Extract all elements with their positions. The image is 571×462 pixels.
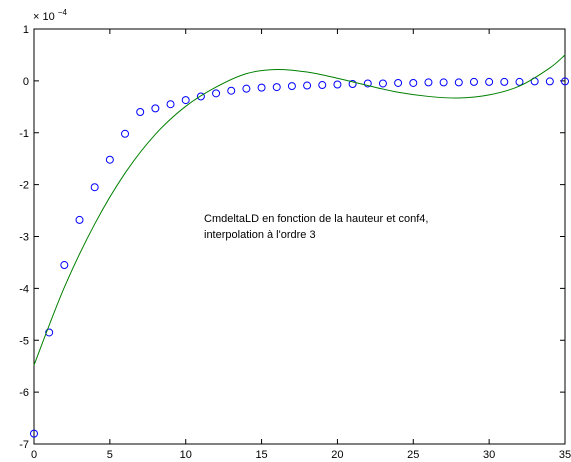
data-point xyxy=(151,104,160,113)
plot-area xyxy=(33,28,566,445)
data-point xyxy=(500,77,509,86)
data-point xyxy=(272,83,281,92)
data-point xyxy=(212,89,221,98)
data-point xyxy=(485,77,494,86)
data-point xyxy=(454,78,463,87)
y-exponent-power: −4 xyxy=(58,8,68,17)
y-tick-label: -2 xyxy=(19,180,29,192)
data-point xyxy=(424,78,433,87)
annotation-line-1: CmdeltaLD en fonction de la hauteur et c… xyxy=(204,213,428,225)
data-point xyxy=(394,78,403,87)
data-point xyxy=(409,78,418,87)
data-point xyxy=(181,96,190,105)
data-point xyxy=(60,261,69,270)
data-point xyxy=(242,84,251,93)
y-tick-label: 1 xyxy=(23,24,29,36)
data-point xyxy=(287,82,296,91)
x-tick-label: 15 xyxy=(255,449,267,461)
y-axis: 1 0 -1 -2 -3 -4 -5 -6 -7 xyxy=(19,24,565,451)
y-tick-label: -4 xyxy=(19,283,29,295)
annotation-line-2: interpolation à l'ordre 3 xyxy=(204,229,316,241)
x-tick-label: 5 xyxy=(107,449,113,461)
data-point xyxy=(75,215,84,224)
x-tick-label: 30 xyxy=(483,449,495,461)
x-tick-label: 35 xyxy=(559,449,571,461)
interpolation-line xyxy=(33,54,566,366)
data-point xyxy=(333,80,342,89)
data-point xyxy=(378,79,387,88)
data-point xyxy=(90,183,99,192)
x-axis: 0 5 10 15 20 25 30 35 xyxy=(31,29,571,461)
y-exponent-label: × 10 −4 xyxy=(33,8,67,23)
data-point xyxy=(166,100,175,109)
data-point xyxy=(439,78,448,87)
data-point xyxy=(363,79,372,88)
data-point xyxy=(105,155,114,164)
data-point xyxy=(227,86,236,95)
data-point xyxy=(318,81,327,90)
data-point xyxy=(561,77,569,86)
data-point xyxy=(545,77,554,86)
data-point xyxy=(121,129,130,138)
series-layer xyxy=(30,54,569,438)
x-tick-label: 20 xyxy=(331,449,343,461)
y-tick-label: -3 xyxy=(19,232,29,244)
data-point xyxy=(469,77,478,86)
data-point xyxy=(515,77,524,86)
data-point xyxy=(30,429,38,438)
y-tick-label: 0 xyxy=(23,76,29,88)
data-point xyxy=(348,79,357,88)
x-tick-label: 0 xyxy=(31,449,37,461)
data-point xyxy=(303,81,312,90)
x-tick-label: 10 xyxy=(180,449,192,461)
data-point xyxy=(257,83,266,92)
y-exponent-base: × 10 xyxy=(33,11,55,23)
y-tick-label: -5 xyxy=(19,335,29,347)
y-tick-label: -6 xyxy=(19,387,29,399)
data-point xyxy=(45,328,54,337)
data-point xyxy=(196,92,205,101)
y-tick-label: -1 xyxy=(19,128,29,140)
y-tick-label: -7 xyxy=(19,439,29,451)
data-point xyxy=(136,108,145,116)
x-tick-label: 25 xyxy=(407,449,419,461)
